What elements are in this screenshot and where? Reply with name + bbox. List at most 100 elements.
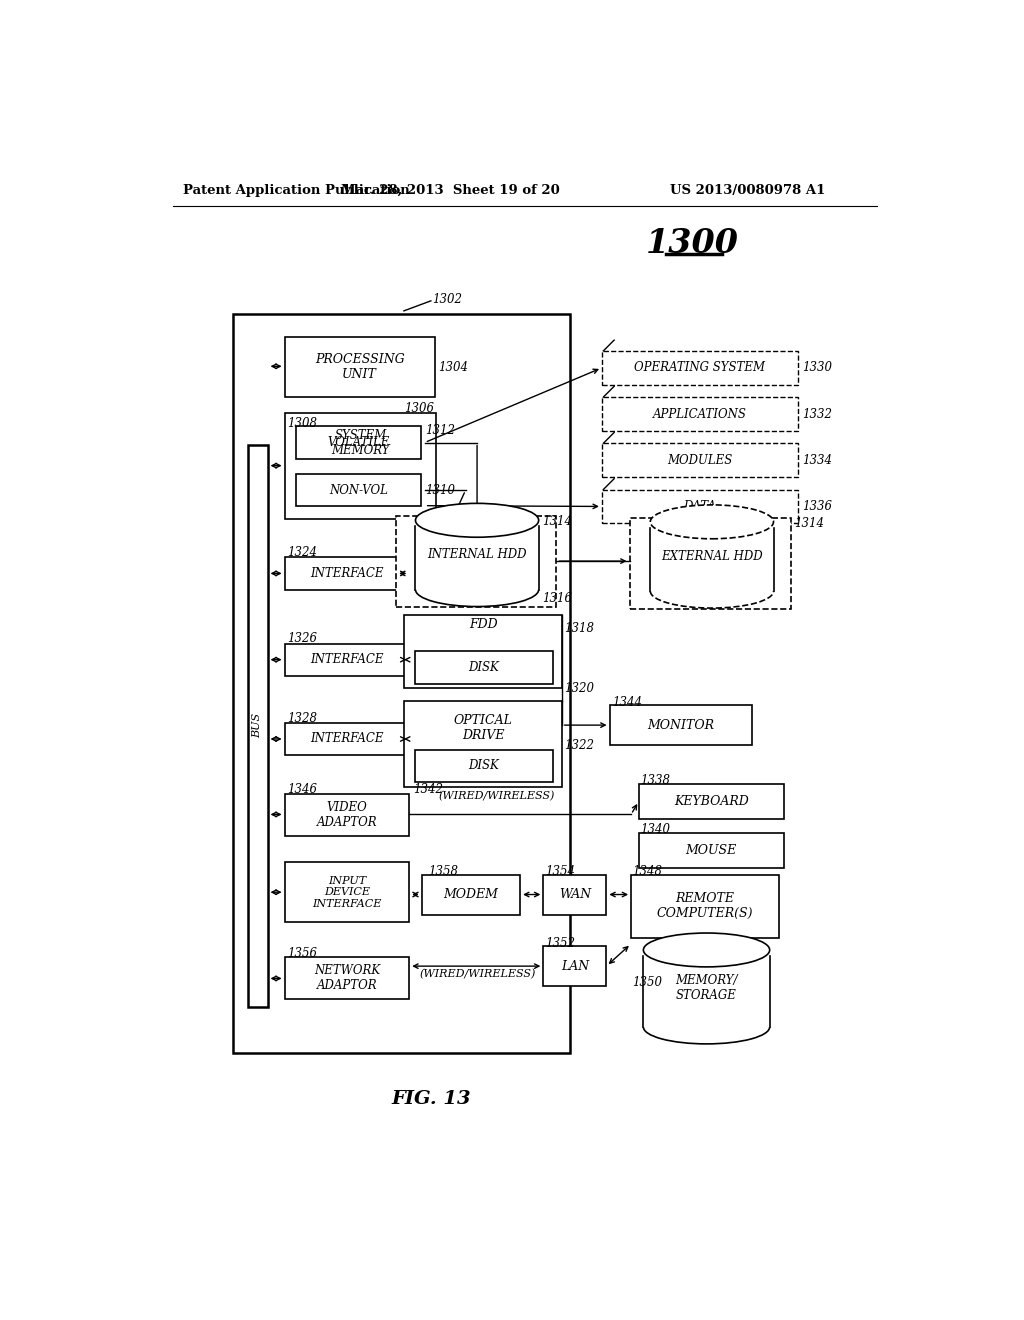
Text: Mar. 28, 2013  Sheet 19 of 20: Mar. 28, 2013 Sheet 19 of 20 bbox=[341, 185, 559, 197]
Text: NETWORK
ADAPTOR: NETWORK ADAPTOR bbox=[314, 964, 380, 993]
Bar bbox=[285, 644, 410, 676]
Bar bbox=[602, 351, 798, 385]
Text: 1326: 1326 bbox=[287, 632, 316, 645]
Bar bbox=[602, 397, 798, 430]
Text: 1312: 1312 bbox=[425, 425, 455, 437]
Bar bbox=[285, 793, 410, 836]
Text: 1306: 1306 bbox=[403, 403, 434, 416]
Bar bbox=[233, 314, 570, 1053]
Text: MONITOR: MONITOR bbox=[647, 718, 714, 731]
Text: 1304: 1304 bbox=[438, 360, 469, 374]
Bar bbox=[285, 957, 410, 999]
Bar bbox=[285, 862, 410, 923]
Text: DATA: DATA bbox=[683, 500, 717, 513]
Bar bbox=[630, 517, 792, 609]
Text: EXTERNAL HDD: EXTERNAL HDD bbox=[662, 550, 763, 564]
Text: 1352: 1352 bbox=[545, 936, 574, 949]
Text: WAN: WAN bbox=[559, 888, 591, 902]
Text: OPERATING SYSTEM: OPERATING SYSTEM bbox=[635, 362, 766, 375]
Bar bbox=[285, 337, 435, 397]
Text: 1358: 1358 bbox=[428, 865, 458, 878]
Text: VIDEO
ADAPTOR: VIDEO ADAPTOR bbox=[316, 801, 377, 829]
Text: FDD: FDD bbox=[469, 618, 498, 631]
Text: VOLATILE: VOLATILE bbox=[328, 436, 390, 449]
Text: 1334: 1334 bbox=[802, 454, 831, 467]
Text: 1310: 1310 bbox=[425, 483, 455, 496]
Bar bbox=[650, 521, 773, 591]
Text: 1356: 1356 bbox=[287, 946, 316, 960]
Bar bbox=[285, 412, 436, 519]
Text: FIG. 13: FIG. 13 bbox=[391, 1090, 471, 1109]
Text: 1328: 1328 bbox=[287, 711, 316, 725]
Text: INTERFACE: INTERFACE bbox=[310, 733, 384, 746]
Text: MODEM: MODEM bbox=[443, 888, 499, 902]
Bar bbox=[296, 426, 421, 459]
Text: 1336: 1336 bbox=[802, 500, 831, 513]
Text: NON-VOL: NON-VOL bbox=[329, 483, 388, 496]
Text: INTERNAL HDD: INTERNAL HDD bbox=[427, 548, 526, 561]
Text: Patent Application Publication: Patent Application Publication bbox=[183, 185, 410, 197]
Bar bbox=[396, 516, 556, 607]
Text: 1324: 1324 bbox=[287, 546, 316, 560]
Bar bbox=[422, 874, 520, 915]
Text: 1302: 1302 bbox=[432, 293, 463, 306]
Text: 1348: 1348 bbox=[633, 865, 663, 878]
Bar bbox=[248, 445, 267, 1007]
Text: APPLICATIONS: APPLICATIONS bbox=[653, 408, 746, 421]
Text: MODULES: MODULES bbox=[668, 454, 732, 467]
Text: OPTICAL
DRIVE: OPTICAL DRIVE bbox=[454, 714, 513, 742]
Text: 1318: 1318 bbox=[564, 622, 594, 635]
Bar bbox=[416, 651, 553, 684]
Text: DISK: DISK bbox=[469, 661, 500, 675]
Text: REMOTE
COMPUTER(S): REMOTE COMPUTER(S) bbox=[656, 892, 754, 920]
Text: 1344: 1344 bbox=[611, 696, 642, 709]
Text: 1346: 1346 bbox=[287, 783, 316, 796]
Bar bbox=[285, 723, 410, 755]
Bar bbox=[296, 474, 421, 507]
Text: 1308: 1308 bbox=[287, 417, 316, 430]
Bar bbox=[639, 833, 783, 869]
Text: 1300: 1300 bbox=[646, 227, 739, 260]
Bar bbox=[544, 874, 606, 915]
Text: INTERFACE: INTERFACE bbox=[310, 566, 384, 579]
Text: 1314: 1314 bbox=[543, 515, 572, 528]
Text: 1320: 1320 bbox=[564, 681, 594, 694]
Bar bbox=[544, 946, 606, 986]
Bar bbox=[403, 615, 562, 688]
Ellipse shape bbox=[416, 503, 539, 537]
Text: BUS: BUS bbox=[253, 713, 262, 738]
Bar bbox=[285, 557, 410, 590]
Text: 1350: 1350 bbox=[633, 975, 663, 989]
Bar bbox=[403, 701, 562, 788]
Text: 1342: 1342 bbox=[413, 783, 443, 796]
Text: INPUT
DEVICE
INTERFACE: INPUT DEVICE INTERFACE bbox=[312, 875, 382, 908]
Text: LAN: LAN bbox=[561, 960, 589, 973]
Text: 1338: 1338 bbox=[640, 774, 671, 787]
Ellipse shape bbox=[643, 933, 770, 966]
Text: SYSTEM
MEMORY: SYSTEM MEMORY bbox=[331, 429, 390, 458]
Text: PROCESSING
UNIT: PROCESSING UNIT bbox=[314, 352, 404, 381]
Bar bbox=[602, 490, 798, 524]
Text: 1322: 1322 bbox=[564, 739, 594, 751]
Text: 1332: 1332 bbox=[802, 408, 831, 421]
Text: INTERFACE: INTERFACE bbox=[310, 653, 384, 667]
Text: MEMORY/
STORAGE: MEMORY/ STORAGE bbox=[675, 974, 737, 1002]
Bar bbox=[416, 520, 539, 590]
Text: 1314: 1314 bbox=[795, 517, 824, 529]
Text: US 2013/0080978 A1: US 2013/0080978 A1 bbox=[670, 185, 825, 197]
Ellipse shape bbox=[650, 506, 773, 539]
Bar bbox=[631, 875, 779, 937]
Bar bbox=[602, 444, 798, 478]
Text: DISK: DISK bbox=[469, 759, 500, 772]
Text: (WIRED/WIRELESS): (WIRED/WIRELESS) bbox=[419, 969, 536, 979]
Bar bbox=[639, 784, 783, 818]
Bar bbox=[643, 950, 770, 1027]
Text: MOUSE: MOUSE bbox=[685, 843, 736, 857]
Text: 1330: 1330 bbox=[802, 362, 831, 375]
Text: (WIRED/WIRELESS): (WIRED/WIRELESS) bbox=[438, 791, 555, 801]
Bar bbox=[609, 705, 752, 744]
Text: 1316: 1316 bbox=[543, 593, 572, 606]
Bar bbox=[416, 750, 553, 781]
Text: 1354: 1354 bbox=[545, 865, 574, 878]
Text: KEYBOARD: KEYBOARD bbox=[674, 795, 749, 808]
